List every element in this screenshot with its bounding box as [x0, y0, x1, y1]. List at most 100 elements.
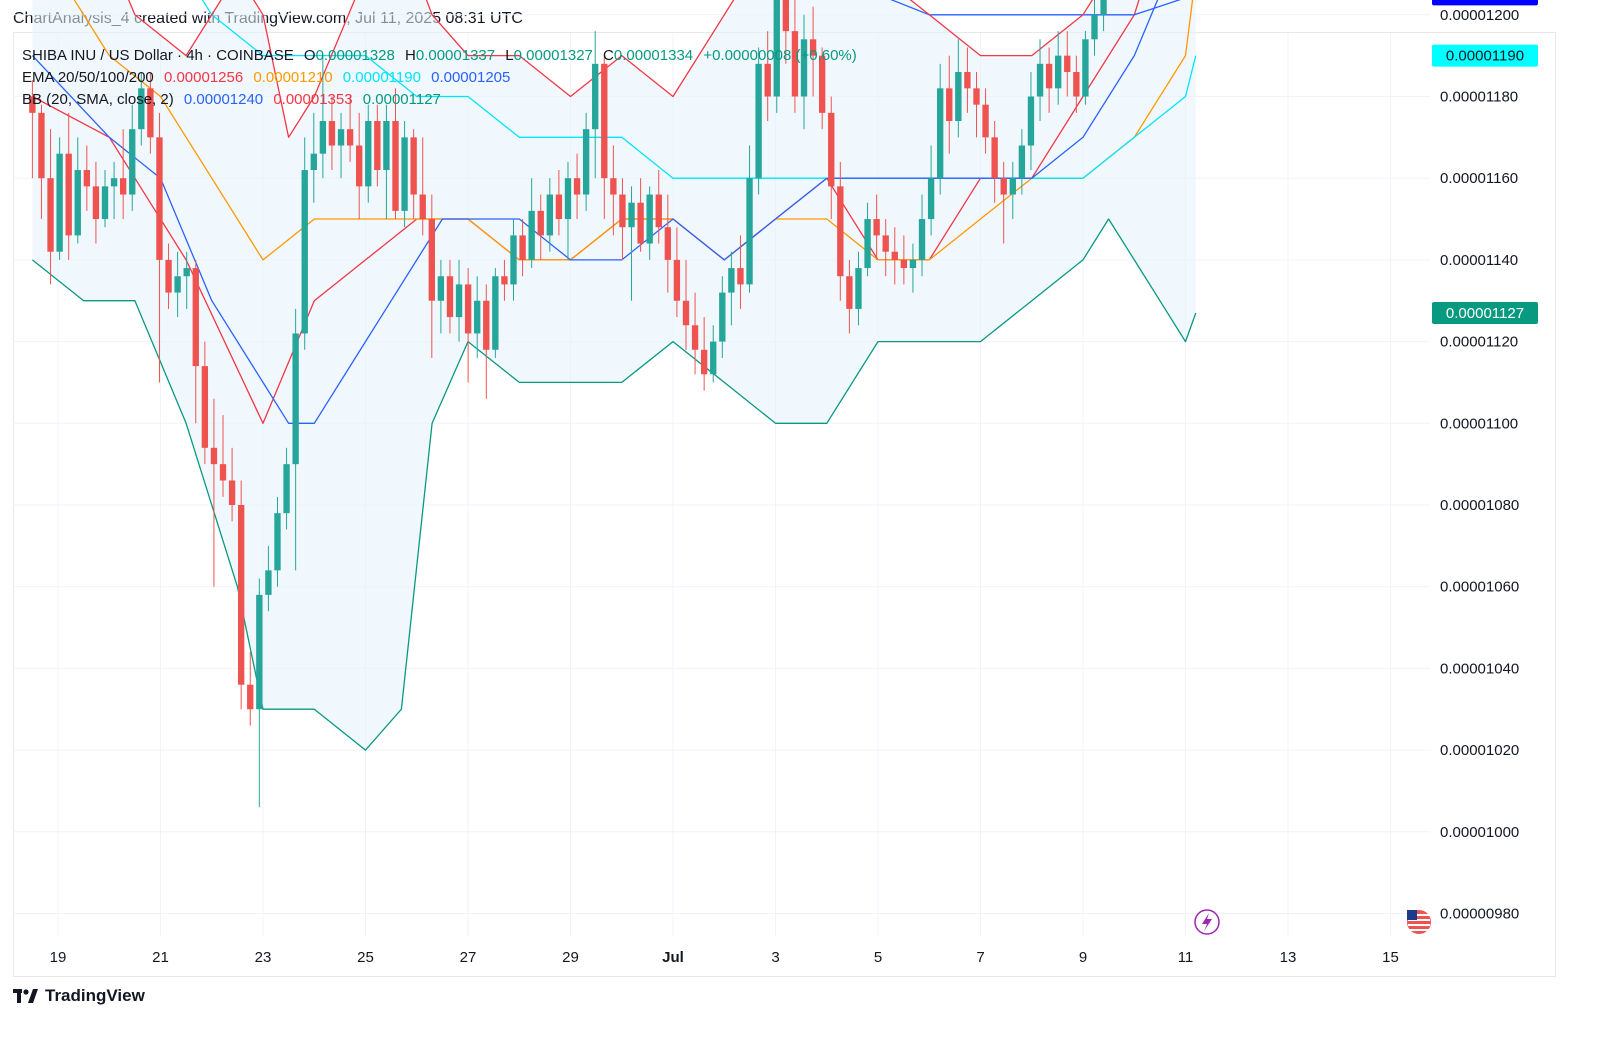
candle-body	[673, 259, 681, 301]
candle	[274, 496, 281, 587]
brand-name: TradingView	[45, 986, 145, 1005]
flag-stripe	[1408, 914, 1430, 916]
candle-body	[555, 194, 563, 220]
candle-body	[936, 88, 944, 179]
price-tick-label: 0.00001000	[1440, 824, 1519, 841]
candle-body	[437, 276, 445, 301]
candle-body	[510, 235, 517, 285]
candle-body	[38, 112, 45, 179]
candle-body	[228, 480, 236, 505]
flag-canton	[1407, 910, 1417, 920]
time-tick-label: 3	[771, 949, 779, 966]
candle	[673, 227, 681, 318]
candle	[601, 55, 608, 220]
time-tick-label: 21	[152, 949, 169, 966]
candle	[936, 63, 944, 195]
candle-body	[356, 145, 363, 187]
candle-body	[192, 268, 199, 367]
candle	[582, 112, 590, 211]
candle	[1027, 71, 1035, 171]
candle-body	[474, 300, 481, 334]
candle-body	[201, 366, 209, 448]
candle	[691, 292, 699, 375]
candle	[1055, 31, 1062, 105]
candle	[483, 284, 490, 399]
candle-body	[828, 112, 835, 187]
candle-body	[319, 121, 327, 154]
candle	[828, 96, 835, 220]
candle-body	[492, 276, 499, 350]
candle	[809, 6, 817, 97]
candle-body	[755, 63, 762, 179]
price-tag-text: 0.00001205	[1445, 0, 1524, 3]
candle	[991, 121, 998, 203]
candle-body	[619, 194, 626, 228]
time-tick-label: 15	[1382, 949, 1399, 966]
candle-body	[573, 178, 581, 195]
candle	[918, 194, 926, 277]
candle-body	[682, 300, 690, 326]
price-tick-label: 0.00001040	[1440, 660, 1519, 677]
high-value: 0.00001337	[415, 47, 496, 64]
low-label: L	[505, 47, 514, 64]
series-line-bb-lower	[31, 218, 1197, 751]
candle-body	[610, 178, 617, 195]
candle	[746, 145, 753, 293]
candle	[201, 341, 209, 465]
candle-body	[791, 31, 799, 97]
candle-body	[691, 325, 699, 350]
candle-body	[882, 235, 889, 252]
candle-body	[1091, 14, 1098, 40]
candle	[619, 178, 626, 260]
close-label: C	[603, 47, 614, 64]
candle-body	[501, 276, 508, 285]
candle-body	[210, 447, 218, 465]
candle-body	[710, 341, 717, 375]
bb-lower-value: 0.00001127	[362, 91, 441, 108]
candle	[1100, 0, 1107, 32]
candle	[719, 276, 726, 358]
candle-body	[237, 505, 245, 685]
price-tick-label: 0.00001160	[1440, 170, 1518, 187]
flag-stripe	[1408, 929, 1430, 931]
candle	[664, 194, 672, 293]
candle-body	[219, 464, 227, 481]
price-tick-label: 0.00000980	[1440, 906, 1519, 923]
candle-body	[392, 121, 399, 211]
candle	[374, 104, 381, 187]
symbol-row: SHIBA INU / US Dollar · 4h · COINBASE O0…	[22, 45, 863, 67]
candle-body	[991, 137, 998, 179]
bb-upper-value: 0.00001353	[273, 91, 353, 108]
candle-body	[119, 178, 127, 195]
candle-body	[1027, 96, 1035, 146]
candle-body	[446, 276, 454, 318]
candle	[301, 137, 308, 350]
candle-body	[483, 300, 490, 350]
time-tick-label: 27	[460, 949, 477, 966]
open-value: 0.00001328	[315, 47, 395, 64]
candle-body	[292, 333, 299, 465]
candle-body	[401, 137, 408, 211]
candle	[519, 219, 526, 277]
candle	[773, 0, 780, 113]
candle	[165, 243, 172, 309]
candle-body	[346, 129, 354, 146]
ema50-value: 0.00001210	[253, 69, 333, 86]
candle-body	[637, 202, 644, 244]
candle	[74, 137, 81, 244]
candle	[29, 80, 36, 179]
candle	[410, 129, 417, 220]
candle	[129, 104, 136, 211]
price-tick-label: 0.00001180	[1440, 89, 1518, 106]
candle-body	[464, 284, 472, 334]
candle	[737, 235, 744, 309]
price-tag-ema200: 0.00001205	[1432, 0, 1538, 6]
flag-stripe	[1408, 919, 1430, 921]
candle-body	[101, 186, 109, 220]
tradingview-logo[interactable]: TradingView	[13, 986, 145, 1006]
candle-body	[265, 570, 272, 595]
candle-body	[183, 268, 190, 277]
candle	[900, 235, 908, 285]
candle	[628, 186, 635, 301]
